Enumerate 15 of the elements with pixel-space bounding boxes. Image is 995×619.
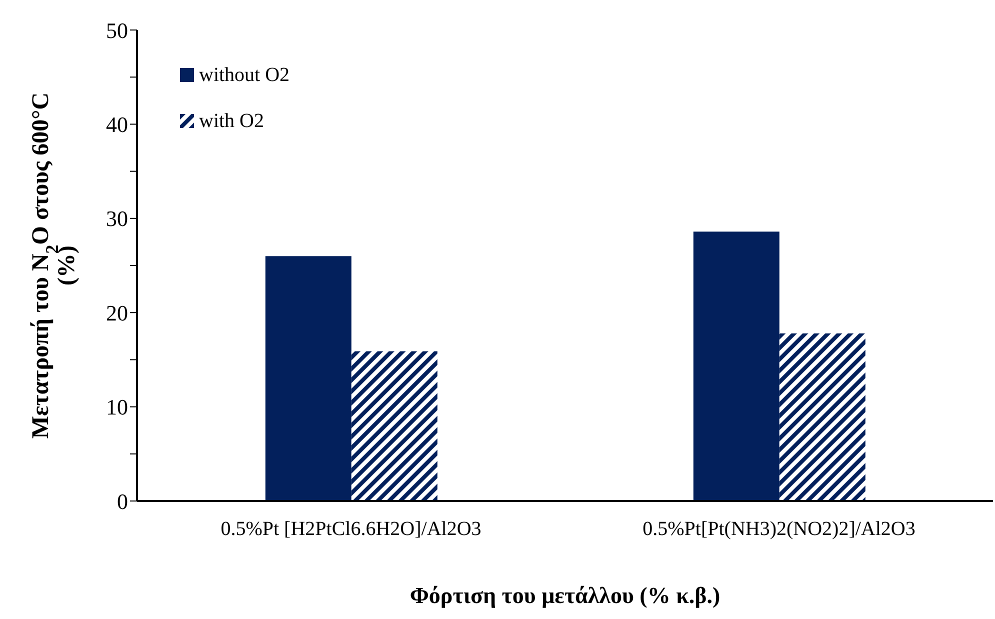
x-tick-label: 0.5%Pt[Pt(NH3)2(NO2)2]/Al2O3 (642, 518, 916, 540)
bar (693, 232, 780, 501)
x-tick-label: 0.5%Pt [H2PtCl6.6H2O]/Al2O3 (220, 518, 482, 540)
y-tick-label: 0 (117, 488, 128, 514)
y-tick-label: 20 (106, 300, 128, 326)
bar (351, 351, 438, 501)
y-tick-label: 50 (106, 18, 128, 43)
y-tick-label: 40 (106, 112, 128, 138)
bar (265, 256, 352, 501)
x-axis-title: Φόρτιση του μετάλλου (% κ.β.) (410, 583, 720, 608)
y-tick-label: 30 (106, 206, 128, 232)
legend-label: with O2 (199, 110, 264, 132)
y-tick-label: 10 (106, 394, 128, 420)
bar (779, 333, 866, 501)
legend-label: without O2 (199, 64, 290, 86)
